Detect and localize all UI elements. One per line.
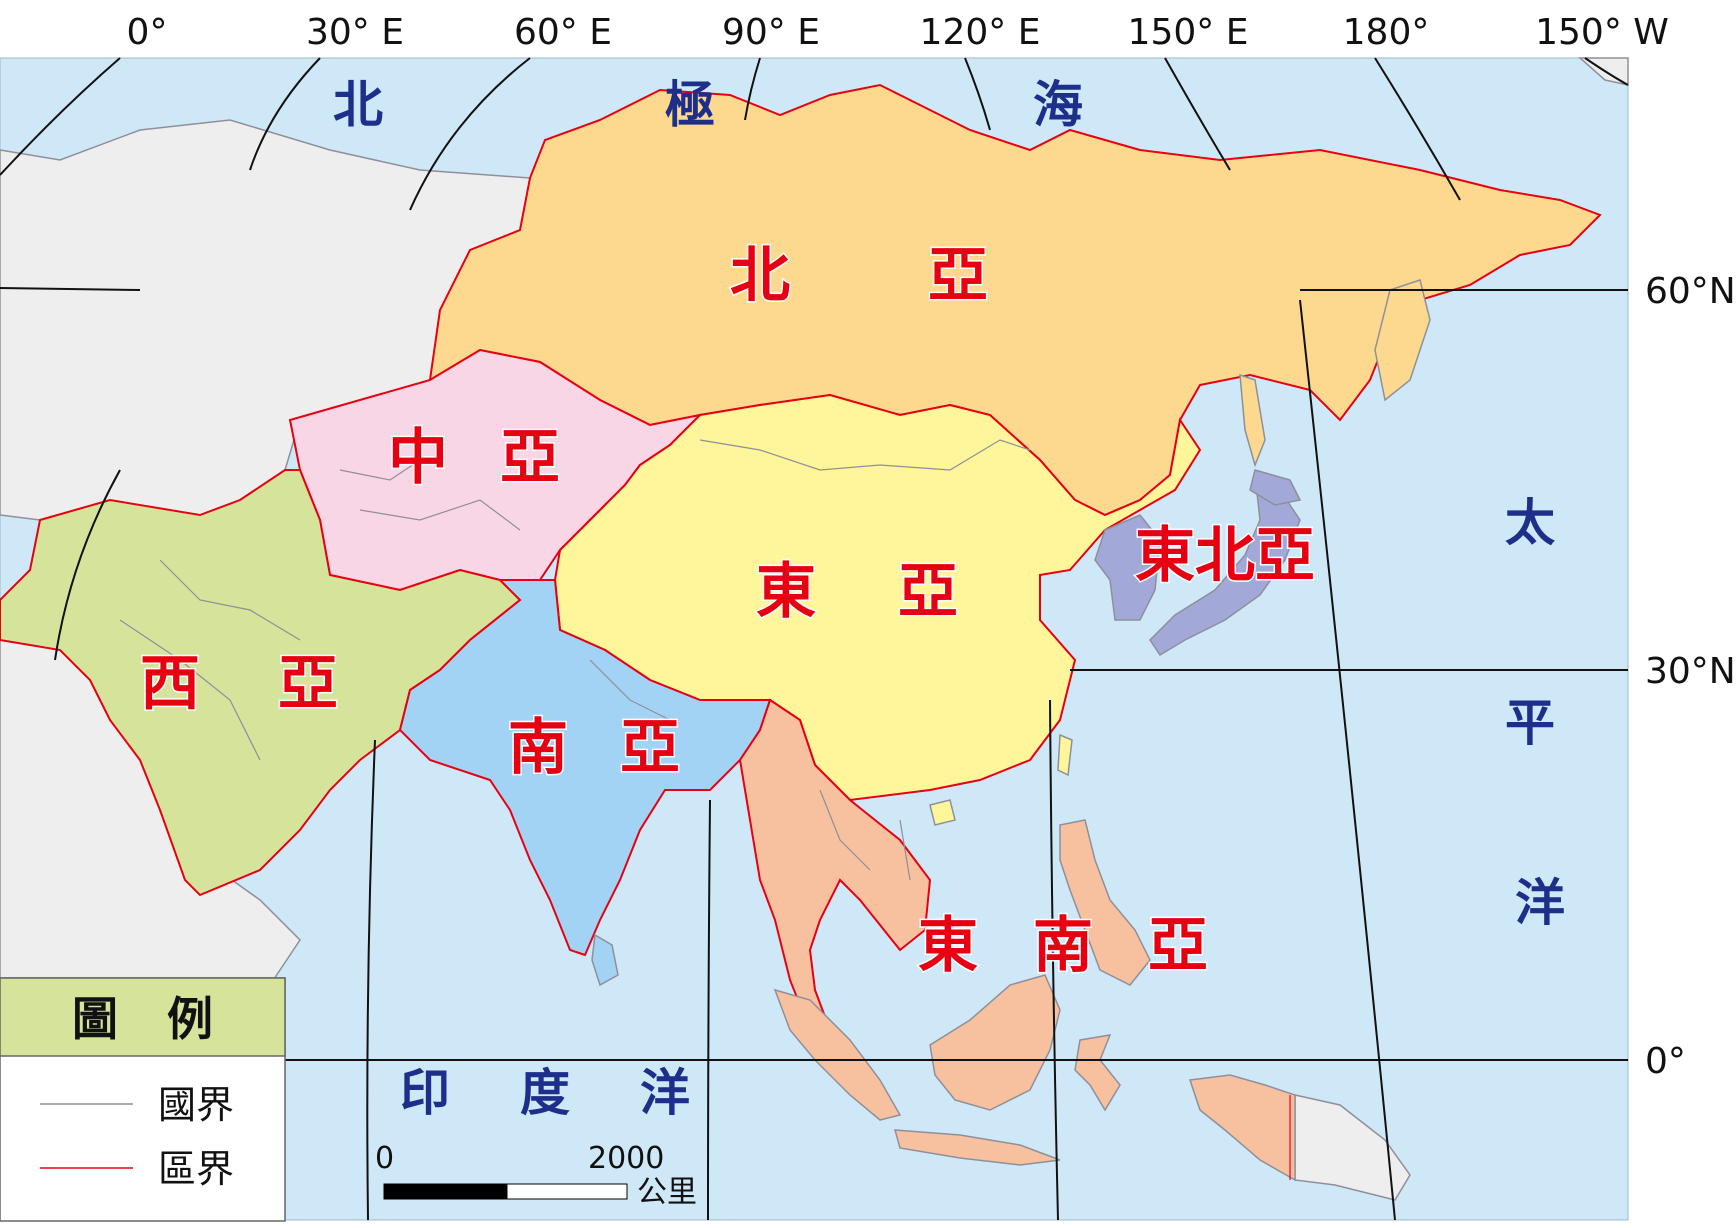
southeast-asia-label-char-2: 南 (1033, 911, 1093, 981)
pacific-ocean-char-1: 太 (1505, 494, 1555, 552)
lat-label-60n: 60°N (1645, 271, 1736, 312)
south-asia-label-char-2: 亞 (620, 713, 680, 783)
meridian-90e (744, 57, 761, 121)
south-asia-label-char-1: 南 (508, 713, 568, 783)
meridian-30e (249, 57, 321, 171)
northeast-asia-label: 東北亞 (1135, 521, 1315, 591)
ocean-labels: 北 極 海 太 平 洋 印 度 洋 (333, 76, 1565, 1122)
papua-land (1294, 1094, 1411, 1201)
legend-header (0, 977, 286, 1057)
lon-label-150w: 150° W (1535, 12, 1669, 53)
meridian-150e-south (1299, 299, 1396, 1221)
lon-label-120e: 120° E (920, 12, 1041, 53)
scale-bar-unit-label: 公里 (637, 1175, 697, 1210)
philippines (1059, 819, 1151, 986)
sri-lanka (591, 933, 619, 987)
region-labels: 北 亞 中 亞 東 亞 東北亞 西 亞 南 亞 東 南 亞 (139, 240, 1317, 983)
indian-ocean-char-2: 度 (520, 1064, 570, 1122)
lon-label-90e: 90° E (722, 12, 820, 53)
legend-region-border-label: 區界 (158, 1147, 234, 1191)
longitude-labels: 0° 30° E 60° E 90° E 120° E 150° E 180° … (127, 12, 1669, 53)
indian-ocean-char-1: 印 (400, 1064, 450, 1122)
parallel-60n-west (0, 287, 141, 291)
legend: 圖 例 國界 區界 (0, 977, 286, 1222)
southeast-asia-label-char-3: 亞 (1148, 911, 1208, 981)
arctic-ocean-char-1: 北 (333, 76, 383, 134)
indian-ocean-char-3: 洋 (640, 1064, 690, 1122)
hainan (929, 799, 956, 826)
java (893, 1129, 1061, 1166)
scale-bar: 0 2000 公里 (375, 1141, 697, 1210)
korea (1094, 514, 1161, 621)
scale-bar-white-segment (506, 1183, 628, 1200)
legend-title-char-1: 圖 (72, 992, 118, 1046)
north-asia-label-char-2: 亞 (928, 241, 988, 311)
scale-bar-black-segment (383, 1183, 508, 1200)
meridian-30e-south (54, 469, 121, 661)
pacific-ocean-char-2: 平 (1505, 694, 1555, 752)
lon-label-0: 0° (127, 12, 168, 53)
east-asia-label-char-1: 東 (756, 557, 816, 627)
north-asia-label-char-1: 北 (730, 241, 790, 311)
taiwan (1057, 733, 1073, 777)
meridian-150e (1164, 57, 1231, 171)
kamchatka (1374, 279, 1431, 402)
lat-label-0: 0° (1645, 1041, 1686, 1082)
borneo (929, 974, 1061, 1111)
arctic-ocean-char-3: 海 (1033, 76, 1083, 134)
sumatra (773, 988, 902, 1121)
arctic-ocean-char-2: 極 (665, 76, 715, 134)
meridian-60e (409, 57, 531, 211)
central-asia-label-char-1: 中 (388, 423, 448, 493)
meridian-60e-south (366, 739, 376, 1221)
country-borders (119, 439, 1291, 1180)
scale-bar-end-label: 2000 (588, 1141, 664, 1176)
scale-bar-start-label: 0 (375, 1141, 394, 1176)
sakhalin (1239, 373, 1266, 468)
east-asia-label-char-2: 亞 (898, 557, 958, 627)
sulawesi (1074, 1034, 1121, 1112)
lon-label-60e: 60° E (514, 12, 612, 53)
meridian-180 (1374, 57, 1461, 201)
central-asia-label-char-2: 亞 (500, 423, 560, 493)
meridian-0 (0, 57, 121, 176)
meridian-120e-south (1049, 699, 1059, 1221)
lon-label-180: 180° (1343, 12, 1430, 53)
latitude-labels: 60°N 30°N 0° (1645, 271, 1736, 1082)
meridian-120e (964, 57, 991, 131)
meridian-150w (1584, 57, 1629, 86)
hokkaido (1249, 469, 1302, 506)
pacific-ocean-char-3: 洋 (1515, 874, 1565, 932)
japan (1149, 473, 1301, 657)
west-asia-label-char-2: 亞 (278, 649, 338, 719)
west-asia-label-char-1: 西 (140, 649, 200, 719)
new-guinea-west (1188, 1074, 1296, 1182)
region-southeast-asia (738, 698, 932, 1031)
southeast-asia-label-char-1: 東 (918, 911, 978, 981)
lon-label-150e: 150° E (1128, 12, 1249, 53)
legend-country-border-label: 國界 (158, 1083, 234, 1127)
meridian-90e-south (707, 799, 711, 1221)
graticule (0, 57, 1629, 1221)
lat-label-30n: 30°N (1645, 651, 1736, 692)
lon-label-30e: 30° E (306, 12, 404, 53)
legend-title-char-2: 例 (167, 992, 213, 1046)
